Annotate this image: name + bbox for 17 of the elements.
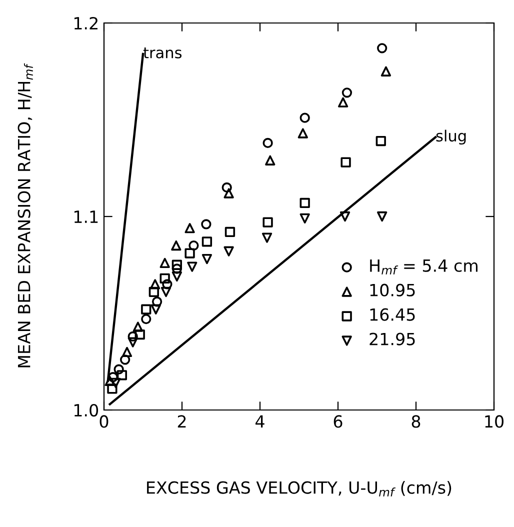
x-tick-label: 2	[178, 415, 186, 428]
y-tick-label: 1.1	[74, 210, 98, 223]
legend-label: 16.45	[370, 308, 415, 321]
x-tick-label: 10	[485, 415, 504, 428]
x-tick-label: 6	[334, 415, 342, 428]
series-label: slug	[436, 130, 466, 145]
y-tick-label: 1.2	[74, 16, 98, 30]
x-axis-title: EXCESS GAS VELOCITY, U-U$_{mf}$ (cm/s)	[147, 480, 452, 496]
y-tick-label: 1.0	[74, 404, 98, 417]
legend-label: 10.95	[370, 284, 415, 296]
series-label: trans	[143, 47, 182, 58]
x-tick-label: 8	[412, 415, 420, 428]
x-tick-label: 4	[256, 415, 264, 428]
x-tick-label: 0	[100, 415, 108, 428]
legend-label: 21.95	[370, 332, 415, 346]
y-axis-title: MEAN BED EXPANSION RATIO, H/H$_{mf}$	[18, 63, 33, 368]
legend-label: H$_{mf}$ = 5.4 cm	[370, 260, 478, 274]
